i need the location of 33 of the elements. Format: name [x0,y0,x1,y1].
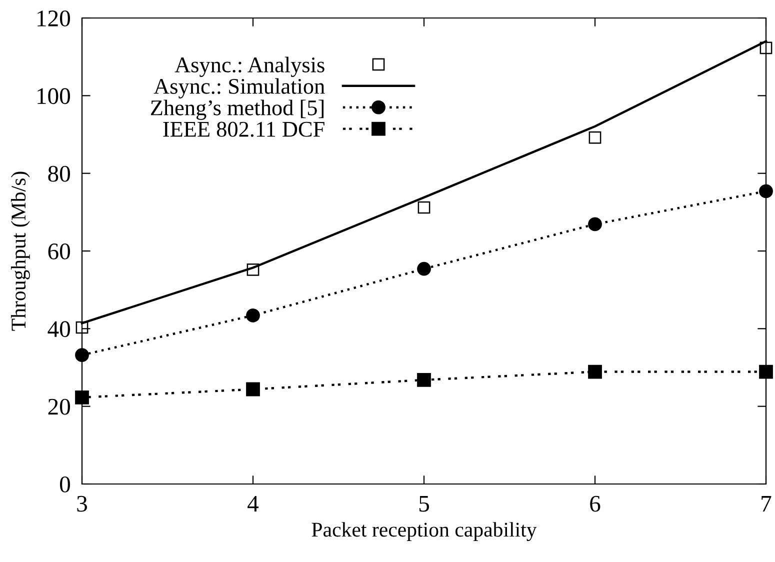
y-tick-label: 100 [38,88,70,104]
point [760,42,772,54]
point [418,201,430,214]
y-axis-title: Throughput (Mb/s) [10,172,30,331]
x-tick-label: 4 [248,496,259,512]
point [417,262,431,276]
y-tick-label: 0 [60,476,70,492]
x-tick-label: 5 [419,496,429,512]
legend-label: Async.: Simulation [154,78,325,98]
point [76,321,88,334]
point [246,263,260,276]
x-axis-title: Packet reception capability [312,522,537,542]
y-tick-label: 40 [48,321,70,338]
point [75,390,89,404]
y-tick-label: 120 [38,10,70,26]
y-tick-label: 60 [48,243,70,260]
legend-label: Async.: Analysis [174,56,324,77]
point [588,217,602,232]
point [75,348,89,362]
y-tick-label: 20 [48,398,70,415]
point [417,372,431,387]
x-tick-label: 6 [590,496,600,512]
x-tick-label: 3 [77,496,87,512]
legend-label: IEEE 802.11 DCF [163,122,324,137]
point [246,308,260,322]
point [759,184,773,198]
x-tick-label: 7 [762,496,772,512]
point [588,131,602,144]
legend-label: Zheng’s method [5] [150,100,324,120]
point [588,364,602,379]
point [759,364,773,379]
point [246,382,260,396]
y-tick-label: 80 [48,166,70,182]
